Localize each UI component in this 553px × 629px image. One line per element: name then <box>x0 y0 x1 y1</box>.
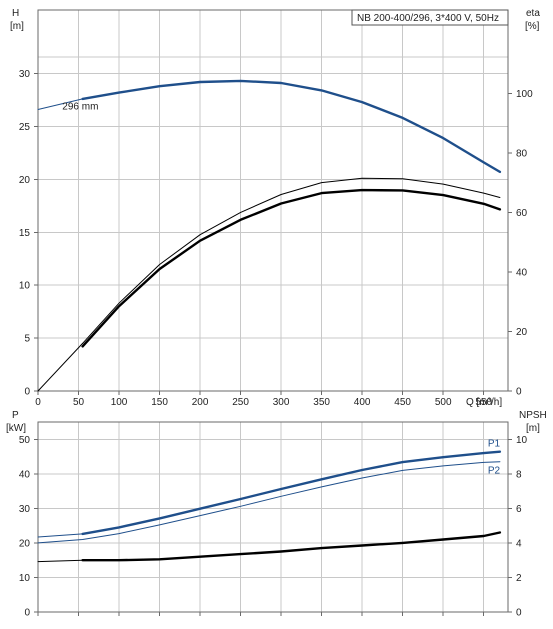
bottom-plot-frame <box>37 421 509 613</box>
head-tick-label: 10 <box>19 281 31 292</box>
series-label-p2: P2 <box>488 466 501 477</box>
x-tick-label: 50 <box>73 397 85 408</box>
x-tick-label: 350 <box>313 397 330 408</box>
head-tick-label: 0 <box>24 387 30 398</box>
eta-tick-label: 80 <box>516 148 528 159</box>
bottom-series-4-line <box>81 531 502 562</box>
power-tick-label: 40 <box>19 469 31 480</box>
x-tick-label: 400 <box>354 397 371 408</box>
x-tick-label: 500 <box>435 397 452 408</box>
npsh-tick-label: 6 <box>516 504 522 515</box>
power-axis-label: P <box>12 410 19 421</box>
npsh-axis-label: NPSH <box>519 410 547 421</box>
power-tick-label: 20 <box>19 538 31 549</box>
impeller-diameter-label: 296 mm <box>62 101 98 112</box>
eta-tick-label: 20 <box>516 327 528 338</box>
npsh-tick-label: 10 <box>516 435 528 446</box>
top-plot-frame <box>37 9 509 392</box>
x-tick-label: 450 <box>394 397 411 408</box>
npsh-tick-label: 0 <box>516 608 522 619</box>
head-axis-label: H <box>12 8 19 19</box>
series-label-p1: P1 <box>488 439 501 450</box>
head-tick-label: 5 <box>24 334 30 345</box>
bottom-series-0-line <box>37 533 84 538</box>
x-axis-label: Q [m³/h] <box>466 397 502 408</box>
bottom-series-2-line <box>37 461 501 544</box>
head-tick-label: 20 <box>19 175 31 186</box>
top-series-0-line <box>37 98 84 110</box>
x-tick-label: 550 <box>475 397 492 408</box>
x-tick-label: 200 <box>192 397 209 408</box>
top-series-1-line <box>81 79 502 174</box>
power-tick-label: 30 <box>19 504 31 515</box>
power-tick-label: 0 <box>24 608 30 619</box>
eta-tick-label: 0 <box>516 387 522 398</box>
head-tick-label: 25 <box>19 122 31 133</box>
eta-tick-label: 100 <box>516 89 533 100</box>
top-series-2-line <box>37 342 84 392</box>
x-tick-label: 300 <box>273 397 290 408</box>
x-tick-label: 0 <box>35 397 41 408</box>
top-series-3-line <box>82 177 501 344</box>
head-axis-unit: [m] <box>10 21 24 32</box>
head-tick-label: 30 <box>19 69 31 80</box>
x-tick-label: 150 <box>151 397 168 408</box>
npsh-tick-label: 4 <box>516 538 522 549</box>
power-axis-unit: [kW] <box>6 423 26 434</box>
x-tick-label: 100 <box>111 397 128 408</box>
bottom-series-3-line <box>37 559 84 563</box>
npsh-axis-unit: [m] <box>526 423 540 434</box>
head-tick-label: 15 <box>19 228 31 239</box>
npsh-tick-label: 8 <box>516 469 522 480</box>
chart-title: NB 200-400/296, 3*400 V, 50Hz <box>357 13 499 24</box>
eta-axis-unit: [%] <box>525 21 540 32</box>
x-tick-label: 250 <box>232 397 249 408</box>
title-box <box>351 9 509 26</box>
power-tick-label: 10 <box>19 573 31 584</box>
top-series-4-line <box>81 188 502 348</box>
power-tick-label: 50 <box>19 435 31 446</box>
eta-tick-label: 40 <box>516 267 528 278</box>
npsh-tick-label: 2 <box>516 573 522 584</box>
eta-tick-label: 60 <box>516 208 528 219</box>
eta-axis-label: eta <box>526 8 540 19</box>
bottom-series-1-line <box>81 450 502 536</box>
